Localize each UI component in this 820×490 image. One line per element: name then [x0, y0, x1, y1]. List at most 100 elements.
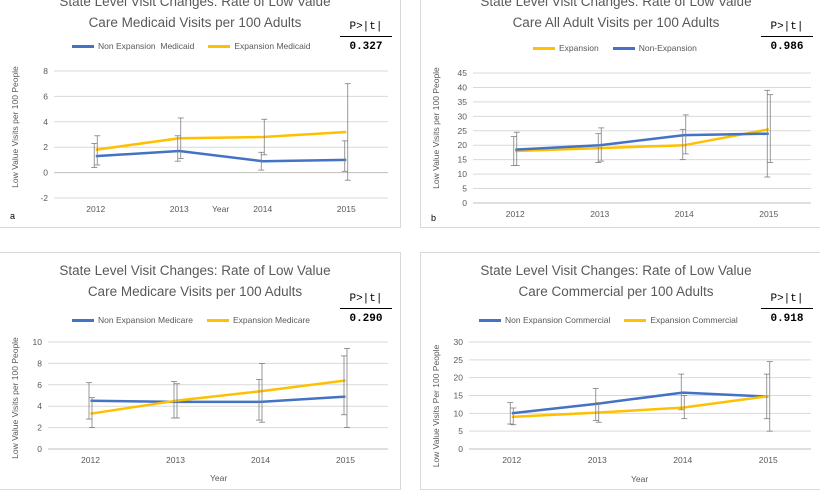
panel-label: b: [431, 213, 437, 223]
legend-swatch: [624, 318, 647, 322]
x-tick-label: 2013: [588, 455, 607, 465]
x-tick-label: 2014: [673, 455, 692, 465]
chart-plot: -2 0 2 4 6 8 2012 2013 2014 2015: [40, 66, 388, 214]
series-line: [511, 391, 769, 415]
y-tick-label: 30: [454, 337, 464, 347]
x-tick-label: 2012: [502, 455, 521, 465]
y-tick-label: 4: [43, 117, 48, 127]
series-line: [90, 379, 346, 415]
series-line: [90, 395, 346, 404]
chart-title: State Level Visit Changes: Rate of Low V…: [40, 260, 350, 302]
p-value-box: P>|t| 0.986: [761, 21, 813, 53]
legend-label: Expansion Medicaid: [234, 41, 311, 51]
chart-title-line-2: Care Medicare Visits per 100 Adults: [87, 284, 303, 299]
y-tick-label: 0: [462, 198, 467, 208]
x-axis-label: Year: [631, 474, 649, 484]
chart-title: State Level Visit Changes: Rate of Low V…: [461, 260, 771, 302]
legend-label: Non-Expansion: [638, 43, 697, 53]
y-tick-label: 25: [454, 355, 464, 365]
panel-medicaid: State Level Visit Changes: Rate of Low V…: [0, 0, 401, 228]
x-tick-label: 2014: [251, 455, 270, 465]
x-tick-label: 2012: [506, 209, 525, 219]
x-tick-label: 2015: [337, 204, 356, 214]
x-tick-label: 2013: [590, 209, 609, 219]
chart-title-line-2: Care All Adult Visits per 100 Adults: [512, 15, 720, 30]
p-value-header: P>|t|: [761, 21, 813, 37]
y-tick-label: 20: [458, 140, 468, 150]
chart-title: State Level Visit Changes: Rate of Low V…: [40, 0, 350, 33]
legend: Non Expansion Medicare Expansion Medicar…: [72, 315, 310, 325]
legend-item: Expansion Medicare: [206, 315, 310, 325]
legend-item: Non Expansion Commercial: [479, 315, 610, 325]
series-line: [511, 394, 769, 419]
y-tick-label: 4: [37, 401, 42, 411]
y-tick-label: 25: [458, 126, 468, 136]
p-value: 0.327: [349, 41, 383, 53]
panel-label: a: [10, 211, 16, 221]
p-value-box: P>|t| 0.918: [761, 293, 813, 325]
chart-title-line-2: Care Medicaid Visits per 100 Adults: [88, 15, 302, 30]
x-tick-label: 2012: [86, 204, 105, 214]
chart-plot: 0 5 10 15 20 25 30 35 40 45 2012 2013 2014 2015: [458, 68, 811, 219]
legend: Non Expansion Medicaid Expansion Medicai…: [72, 41, 310, 51]
chart-title-line-1: State Level Visit Changes: Rate of Low V…: [59, 0, 331, 9]
p-value-box: P>|t| 0.327: [340, 21, 392, 53]
legend-item: Non Expansion Medicare: [72, 315, 193, 325]
x-tick-label: 2013: [166, 455, 185, 465]
panel-all-adult: State Level Visit Changes: Rate of Low V…: [420, 0, 820, 228]
legend-swatch: [72, 44, 94, 48]
y-tick-label: 0: [37, 444, 42, 454]
legend-item: Expansion Medicaid: [208, 41, 310, 51]
series-line: [515, 132, 769, 151]
chart-title: State Level Visit Changes: Rate of Low V…: [461, 0, 771, 33]
y-tick-label: 6: [43, 91, 48, 101]
legend-item: Expansion: [533, 43, 599, 53]
p-value-header: P>|t|: [340, 21, 392, 37]
legend-item: Expansion Commercial: [624, 315, 738, 325]
panel-medicare: State Level Visit Changes: Rate of Low V…: [0, 252, 401, 490]
legend-label: Non Expansion Medicare: [98, 315, 193, 325]
y-tick-label: 45: [458, 68, 468, 78]
legend-label: Expansion Commercial: [650, 315, 738, 325]
legend-swatch: [208, 44, 231, 48]
y-tick-label: 2: [43, 142, 48, 152]
legend-label: Expansion Medicare: [232, 315, 310, 325]
x-tick-label: 2014: [253, 204, 272, 214]
chart-title-line-1: State Level Visit Changes: Rate of Low V…: [480, 263, 752, 278]
legend-swatch: [612, 46, 635, 50]
x-tick-label: 2013: [170, 204, 189, 214]
p-value-box: P>|t| 0.290: [340, 293, 392, 325]
chart-plot: 0 5 10 15 20 25 30 2012 2013 2014 2015: [454, 337, 811, 465]
legend-swatch: [533, 46, 555, 50]
y-tick-label: -2: [40, 193, 48, 203]
chart-title-line-2: Care Commercial per 100 Adults: [518, 284, 714, 299]
p-value-header: P>|t|: [340, 293, 392, 309]
y-tick-label: 8: [37, 358, 42, 368]
y-tick-label: 35: [458, 97, 468, 107]
legend-label: Non Expansion Commercial: [505, 315, 611, 325]
x-axis-label: Year: [210, 473, 228, 483]
y-tick-label: 6: [37, 380, 42, 390]
y-tick-label: 20: [454, 373, 464, 383]
p-value: 0.986: [770, 41, 804, 53]
legend-swatch: [206, 318, 229, 322]
y-tick-label: 10: [458, 169, 468, 179]
p-value: 0.918: [770, 313, 804, 325]
legend-item: Non-Expansion: [612, 43, 697, 53]
legend: Expansion Non-Expansion: [533, 43, 697, 53]
x-tick-label: 2012: [81, 455, 100, 465]
y-tick-label: 40: [458, 82, 468, 92]
legend-label: Non Expansion Medicaid: [98, 41, 195, 51]
y-tick-label: 30: [458, 111, 468, 121]
x-axis-label: Year: [212, 204, 230, 214]
legend-label: Expansion: [559, 43, 599, 53]
y-tick-label: 8: [43, 66, 48, 76]
y-tick-label: 10: [454, 408, 464, 418]
chart-title-line-1: State Level Visit Changes: Rate of Low V…: [480, 0, 752, 9]
x-tick-label: 2015: [759, 209, 778, 219]
series-line: [95, 149, 347, 163]
x-tick-label: 2015: [336, 455, 355, 465]
panel-commercial: State Level Visit Changes: Rate of Low V…: [420, 252, 820, 490]
series-line: [95, 130, 347, 151]
y-tick-label: 10: [33, 337, 43, 347]
